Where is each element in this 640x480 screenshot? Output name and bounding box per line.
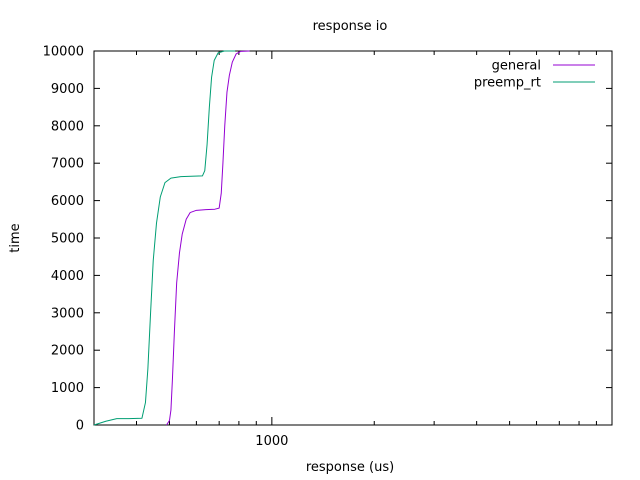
y-tick-label: 9000	[51, 82, 84, 97]
y-tick-label: 3000	[51, 306, 84, 321]
chart-title: response io	[313, 19, 388, 34]
y-tick-label: 1000	[51, 381, 84, 396]
series-line-preemp_rt	[93, 50, 236, 426]
y-tick-label: 6000	[51, 194, 84, 209]
y-tick-label: 7000	[51, 157, 84, 172]
legend-label: general	[492, 59, 541, 74]
x-axis-label: response (us)	[306, 460, 394, 475]
plot-area	[93, 50, 250, 426]
y-tick-label: 8000	[51, 119, 84, 134]
axes: 0 1000 2000 3000 4000 5000 6000 7000 8000 9000 100…	[43, 45, 613, 449]
plot-frame	[93, 50, 613, 426]
y-tick-label: 0	[76, 419, 84, 434]
series-line-general	[166, 50, 250, 426]
y-axis-label: time	[8, 223, 23, 252]
legend-label: preemp_rt	[474, 76, 541, 91]
y-tick-label: 4000	[51, 269, 84, 284]
x-tick-label: 1000	[255, 434, 288, 449]
y-tick-label: 5000	[51, 232, 84, 247]
y-tick-label: 2000	[51, 344, 84, 359]
legend: general preemp_rt	[474, 59, 595, 91]
y-tick-label: 10000	[43, 45, 84, 60]
